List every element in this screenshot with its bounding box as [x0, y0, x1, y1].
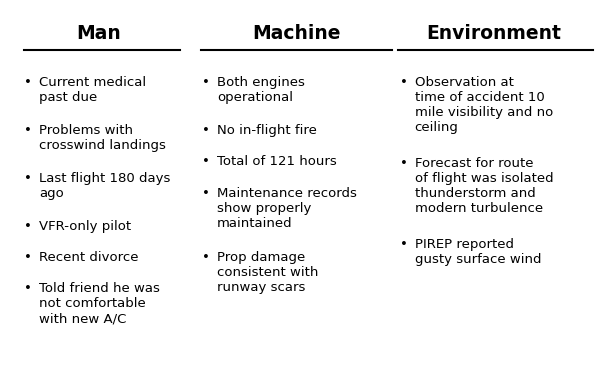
Text: •: • — [202, 155, 210, 168]
Text: Recent divorce: Recent divorce — [39, 251, 138, 264]
Text: Observation at
time of accident 10
mile visibility and no
ceiling: Observation at time of accident 10 mile … — [415, 76, 553, 134]
Text: •: • — [24, 220, 32, 233]
Text: •: • — [202, 124, 210, 137]
Text: Environment: Environment — [426, 24, 562, 43]
Text: Current medical
past due: Current medical past due — [39, 76, 146, 104]
Text: •: • — [24, 76, 32, 89]
Text: •: • — [24, 282, 32, 295]
Text: Man: Man — [77, 24, 121, 43]
Text: Total of 121 hours: Total of 121 hours — [217, 155, 337, 168]
Text: •: • — [24, 124, 32, 137]
Text: •: • — [202, 187, 210, 200]
Text: •: • — [400, 157, 408, 170]
Text: PIREP reported
gusty surface wind: PIREP reported gusty surface wind — [415, 238, 541, 266]
Text: Maintenance records
show properly
maintained: Maintenance records show properly mainta… — [217, 187, 357, 230]
Text: No in-flight fire: No in-flight fire — [217, 124, 317, 137]
Text: Prop damage
consistent with
runway scars: Prop damage consistent with runway scars — [217, 251, 318, 294]
Text: Machine: Machine — [252, 24, 341, 43]
Text: Forecast for route
of flight was isolated
thunderstorm and
modern turbulence: Forecast for route of flight was isolate… — [415, 157, 553, 215]
Text: Last flight 180 days
ago: Last flight 180 days ago — [39, 172, 170, 200]
Text: •: • — [400, 238, 408, 251]
Text: •: • — [24, 251, 32, 264]
Text: •: • — [400, 76, 408, 89]
Text: •: • — [202, 251, 210, 264]
Text: Problems with
crosswind landings: Problems with crosswind landings — [39, 124, 166, 152]
Text: Both engines
operational: Both engines operational — [217, 76, 305, 104]
Text: VFR-only pilot: VFR-only pilot — [39, 220, 131, 233]
Text: Told friend he was
not comfortable
with new A/C: Told friend he was not comfortable with … — [39, 282, 160, 325]
Text: •: • — [24, 172, 32, 185]
Text: •: • — [202, 76, 210, 89]
